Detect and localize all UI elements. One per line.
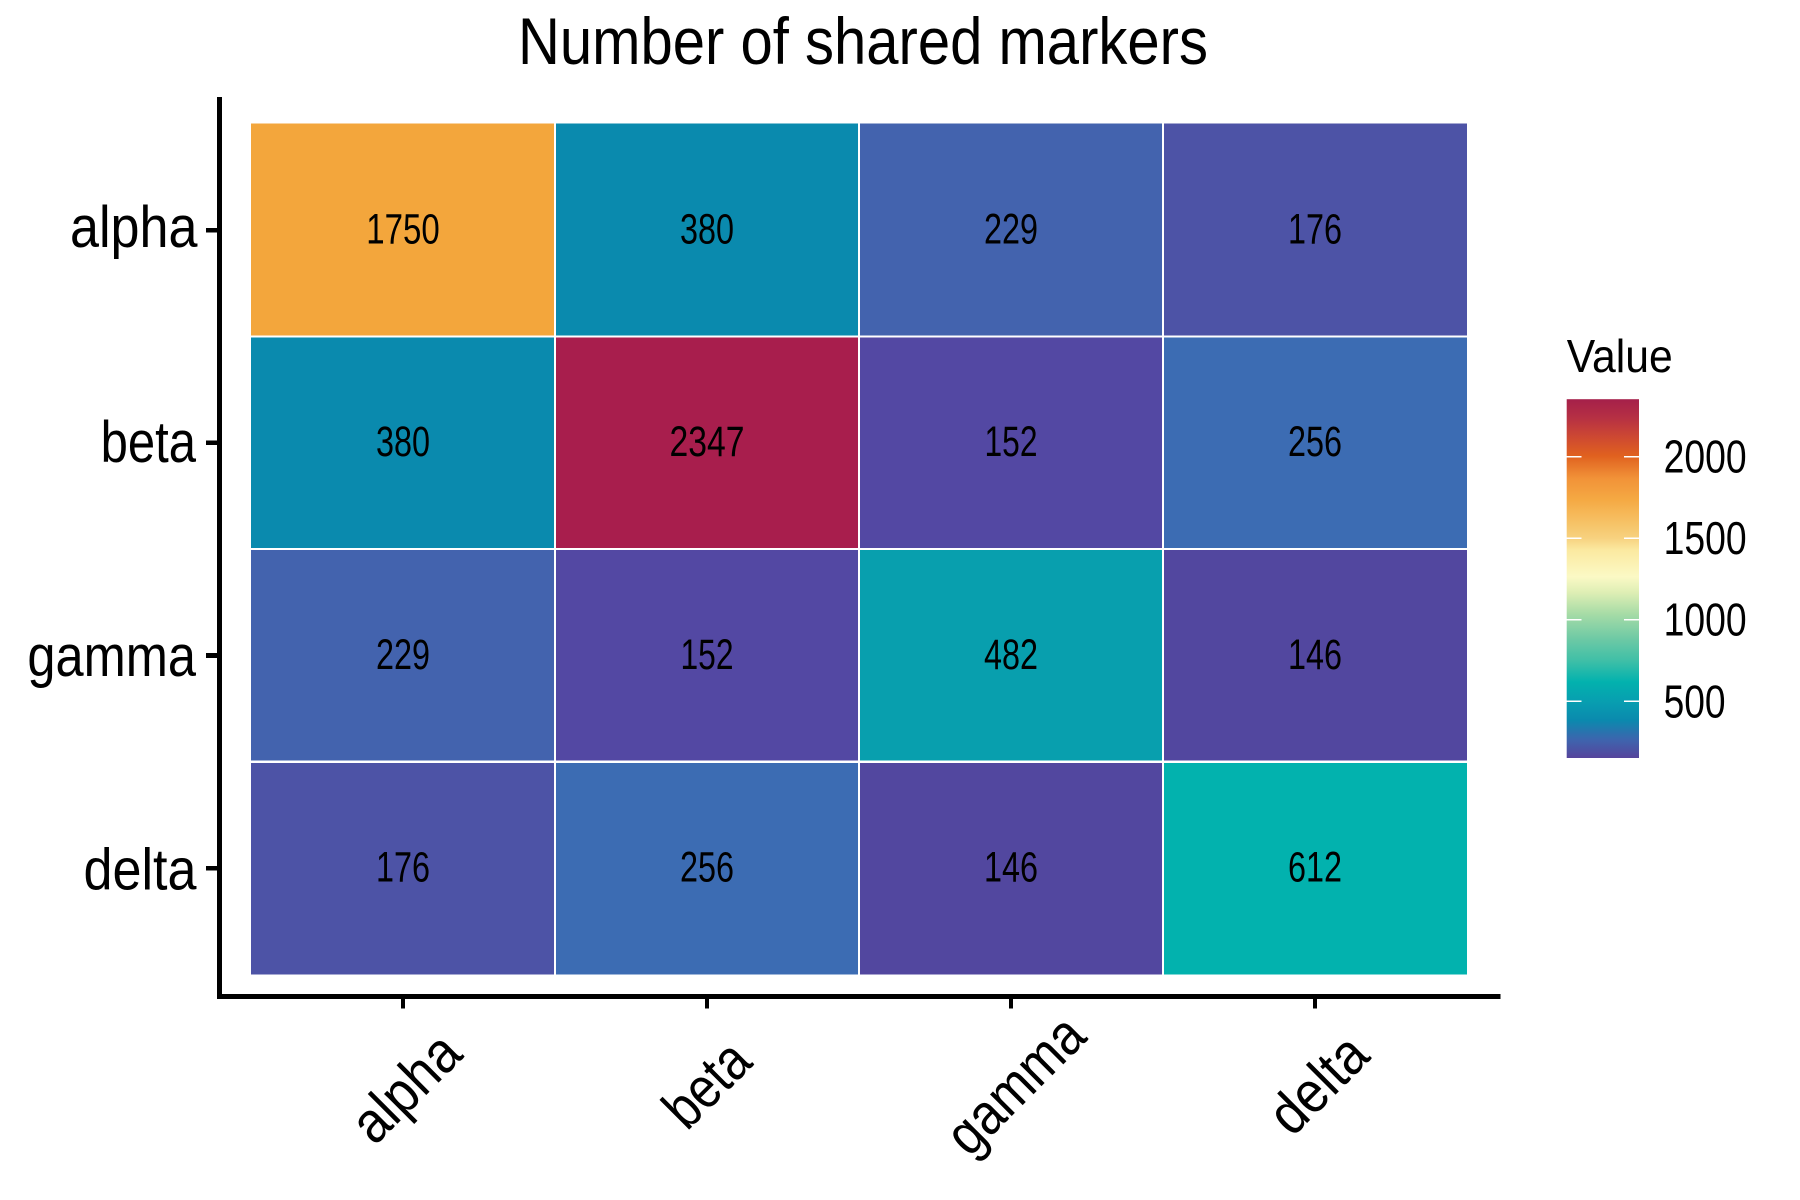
svg-text:380: 380 xyxy=(376,418,430,466)
svg-text:2000: 2000 xyxy=(1664,431,1747,483)
svg-text:256: 256 xyxy=(1288,418,1342,466)
svg-text:delta: delta xyxy=(84,838,198,903)
svg-text:152: 152 xyxy=(985,418,1038,466)
svg-text:482: 482 xyxy=(984,631,1038,679)
svg-text:Value: Value xyxy=(1567,330,1673,382)
svg-text:gamma: gamma xyxy=(27,624,196,689)
svg-text:alpha: alpha xyxy=(70,195,198,260)
svg-text:612: 612 xyxy=(1288,844,1342,892)
svg-text:1500: 1500 xyxy=(1664,512,1747,564)
svg-text:146: 146 xyxy=(984,844,1038,892)
svg-text:beta: beta xyxy=(101,410,197,475)
svg-text:380: 380 xyxy=(680,206,734,254)
svg-text:176: 176 xyxy=(1288,206,1342,254)
svg-text:176: 176 xyxy=(376,844,430,892)
svg-text:2347: 2347 xyxy=(670,418,745,466)
svg-text:1750: 1750 xyxy=(366,206,440,254)
svg-text:256: 256 xyxy=(680,844,734,892)
svg-text:146: 146 xyxy=(1288,631,1342,679)
svg-text:Number of shared markers: Number of shared markers xyxy=(518,4,1208,78)
svg-text:152: 152 xyxy=(681,631,734,679)
svg-text:1000: 1000 xyxy=(1664,594,1747,646)
svg-text:229: 229 xyxy=(376,631,430,679)
svg-text:229: 229 xyxy=(984,206,1038,254)
svg-text:500: 500 xyxy=(1664,675,1726,727)
